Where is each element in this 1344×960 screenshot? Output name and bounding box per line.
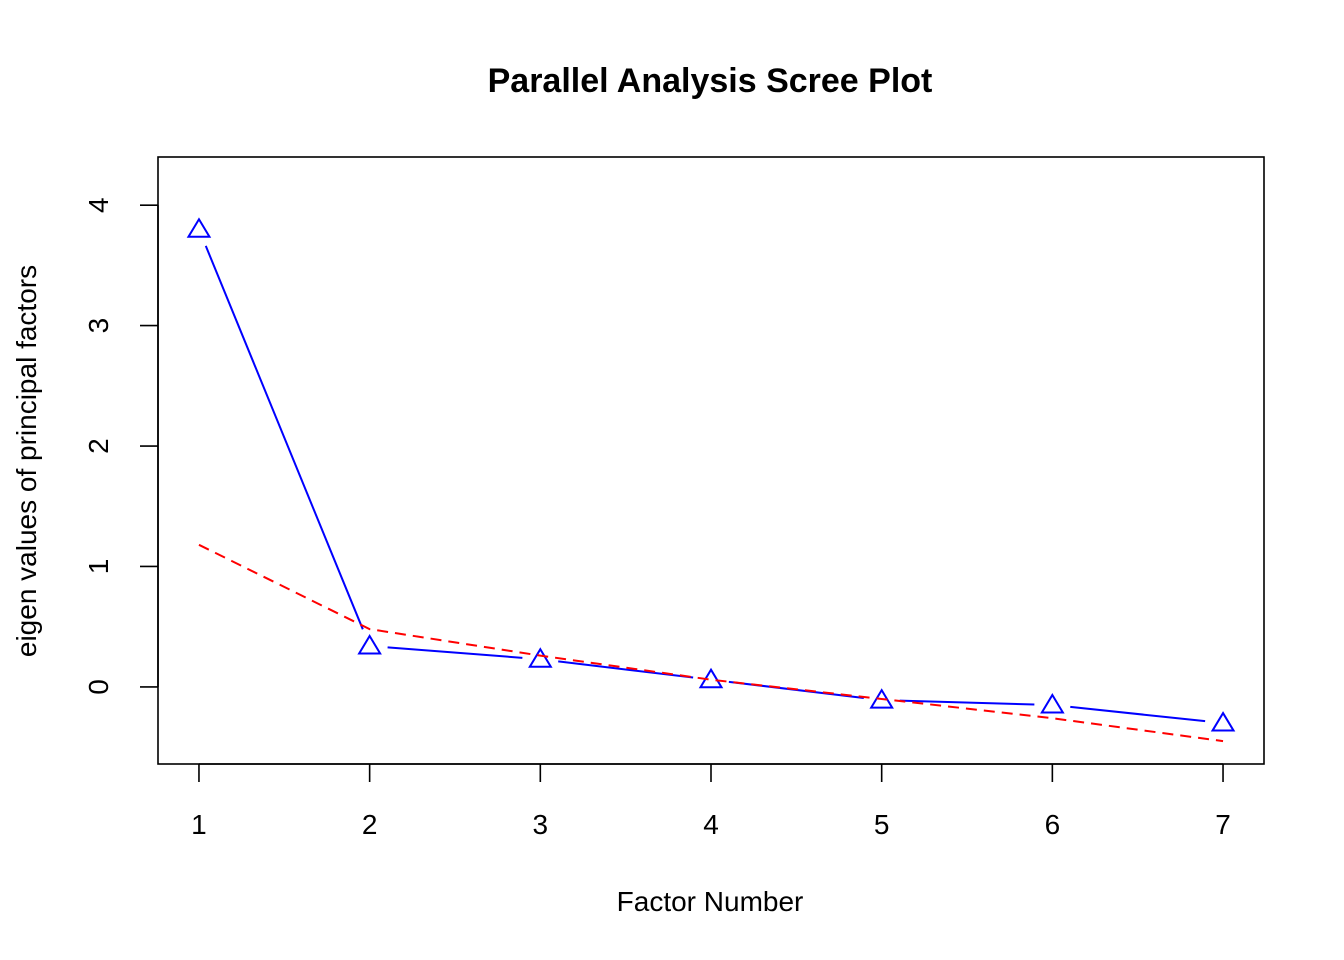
y-tick-label: 2 [83,438,114,454]
plot-frame [157,156,1265,765]
x-tick-label: 3 [533,809,549,840]
x-tick-label: 6 [1045,809,1061,840]
x-tick-label: 4 [703,809,719,840]
series-1-triangle-point [186,217,212,238]
x-axis: 1 2 3 4 5 6 7 [191,763,1231,840]
series-layer [186,217,1236,743]
series-1-segment [1070,705,1206,723]
y-axis: 0 1 2 3 4 [83,197,159,695]
x-tick-label: 1 [191,809,207,840]
x-tick-label: 2 [362,809,378,840]
series-1-segment [899,699,1035,706]
series-1-segment [387,646,523,659]
series-1-triangle-point [528,647,553,668]
x-axis-label: Factor Number [617,886,804,917]
x-tick-label: 7 [1215,809,1231,840]
y-axis-label: eigen values of principal factors [11,265,42,657]
y-tick-label: 0 [83,679,114,695]
series-1-triangle-point [1210,711,1236,732]
y-tick-label: 1 [83,559,114,575]
series-1-triangle-point [1040,693,1065,714]
chart-title: Parallel Analysis Scree Plot [488,62,933,100]
x-tick-label: 5 [874,809,890,840]
series-2-line [198,543,1224,743]
series-2 [198,543,1224,743]
y-tick-label: 3 [83,318,114,334]
series-1-triangle-point [357,634,382,655]
y-tick-label: 4 [83,197,114,213]
series-1-segment [558,660,694,679]
series-1-segment [204,245,364,630]
series-1 [186,217,1236,732]
